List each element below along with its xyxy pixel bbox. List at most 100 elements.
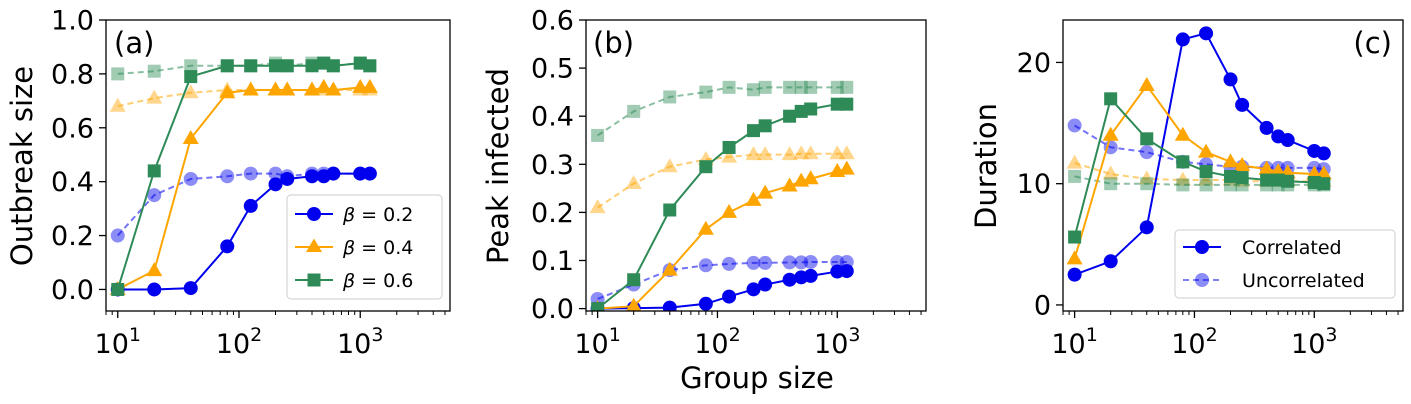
- panel-b-series-2-line: [597, 86, 847, 137]
- panel-b-series-3-point-7: [782, 272, 797, 287]
- legend-correlation: Correlated Uncorrelated: [1174, 229, 1396, 299]
- panel-b-series-3-point-11: [839, 264, 854, 279]
- panel-c-series-4-point-1: [1102, 126, 1119, 141]
- panel-a-series-4-point-6: [279, 81, 296, 96]
- panel-c-series-5: [1068, 92, 1331, 244]
- legend-uncorrelated-marker: [1195, 273, 1209, 287]
- legend-beta-entry-0: β = 0.2: [295, 204, 413, 226]
- panel-c-series-2-point-0: [1068, 169, 1082, 183]
- panel-b-ytick-label-2: 0.2: [531, 198, 574, 229]
- panel-a-series-0-point-0: [110, 228, 125, 243]
- panel-b-series-2: [591, 80, 854, 142]
- panel-b-ytick-label-6: 0.6: [531, 6, 574, 37]
- panel-a-series-0-point-4: [243, 166, 258, 181]
- panel-c-series-2-point-1: [1104, 177, 1118, 191]
- panel-a-series-5: [111, 56, 377, 296]
- panel-c-series-4-point-3: [1174, 126, 1191, 141]
- panel-b-series-3-point-3: [698, 296, 713, 311]
- legend-beta-marker-0: [307, 207, 321, 221]
- panel-c-series-3: [1067, 26, 1331, 282]
- panel-a-xtick-label-2: 103: [337, 324, 383, 360]
- panel-a-ytick-label-3: 0.6: [51, 113, 94, 144]
- panel-b-series-1-point-7: [781, 146, 798, 161]
- legend-beta-value-2: = 0.6: [355, 270, 413, 292]
- legend-beta-label-0: β = 0.2: [342, 204, 413, 226]
- panel-b-series-5-point-3: [699, 160, 713, 174]
- panel-b-series-5-point-5: [747, 124, 761, 138]
- panel-c: 101 102 103 0 10 20 Duration (c) Correlated U…: [969, 19, 1404, 360]
- panel-b-ylabel: Peak infected: [481, 68, 515, 264]
- panel-a-series-3-point-6: [280, 171, 295, 186]
- legend-beta: β = 0.2 β = 0.4 β = 0.6: [286, 194, 443, 300]
- panel-b-series-4-point-1: [626, 297, 642, 311]
- panel-c-series-1-point-3: [1174, 171, 1191, 186]
- legend-beta-symbol-1: β: [342, 237, 355, 259]
- legend-beta-label-1: β = 0.4: [342, 237, 413, 259]
- panel-b-series-4-point-3: [697, 220, 714, 235]
- panel-a-series-4-point-1: [146, 262, 163, 277]
- panel-a: 101 102 103 0.0 0.2 0.4 0.6 0.8 1.0 Outbreak siz…: [5, 6, 451, 360]
- panel-b-series-3-point-9: [803, 268, 818, 283]
- legend-beta-label-2: β = 0.6: [342, 270, 413, 292]
- panel-c-series-2-point-2: [1140, 177, 1154, 191]
- panel-c-series-1-point-4: [1198, 171, 1215, 186]
- panel-a-axes-frame: [105, 19, 451, 312]
- panel-b-series-5-point-4: [722, 140, 736, 154]
- panel-b-series-4-point-2: [661, 261, 678, 276]
- panel-a-ytick-label-1: 0.2: [51, 221, 94, 252]
- panel-a-series-3-point-1: [147, 282, 162, 297]
- panel-c-series-4-point-5: [1222, 153, 1239, 168]
- legend-beta-value-1: = 0.4: [355, 237, 413, 259]
- panel-a-plot-area: [109, 56, 378, 297]
- panel-b-series-2-point-7: [783, 80, 797, 94]
- panel-b-ticks: 101 102 103 0.0 0.1 0.2 0.3 0.4 0.5 0.6: [531, 6, 922, 360]
- panel-b-series-5-point-2: [663, 203, 677, 217]
- panel-a-series-0-point-3: [220, 169, 235, 184]
- legend-beta-marker-2: [307, 273, 321, 287]
- legend-beta-entry-1: β = 0.4: [295, 237, 413, 259]
- panel-b-ytick-label-0: 0.0: [531, 294, 574, 325]
- panel-a-series-4-point-11: [361, 78, 378, 93]
- legend-beta-box: [286, 194, 443, 300]
- panel-c-series-3-point-3: [1175, 32, 1190, 47]
- panel-b-series-5-point-11: [840, 97, 854, 111]
- panel-a-series-2-point-1: [147, 64, 161, 78]
- panel-a-ytick-label-2: 0.4: [51, 167, 94, 198]
- legend-correlated-entry: Correlated: [1183, 237, 1342, 259]
- panel-c-series-3-point-11: [1316, 146, 1331, 161]
- panel-a-series-3-point-5: [268, 177, 283, 192]
- legend-correlated-marker: [1195, 240, 1209, 254]
- panel-a-series-4-point-4: [242, 81, 259, 96]
- panel-c-series-3-point-7: [1259, 120, 1274, 135]
- panel-b-series-0-point-10: [830, 254, 845, 269]
- panel-b-series-4-point-5: [745, 191, 762, 206]
- panel-c-series-5-point-5: [1224, 169, 1238, 183]
- panel-b-series-4-point-6: [757, 184, 774, 199]
- panel-a-series-5-point-3: [220, 59, 234, 73]
- panel-b-series-0-point-4: [722, 256, 737, 271]
- panel-a-series-3-point-2: [183, 281, 198, 296]
- panel-c-label: (c): [1353, 26, 1392, 60]
- panel-c-series-4-point-4: [1198, 143, 1215, 158]
- panel-b-series-3-point-4: [722, 289, 737, 304]
- panel-b-xtick-label-1: 102: [694, 324, 740, 360]
- panel-b-series-4-point-9: [802, 170, 819, 185]
- panel-a-ytick-label-5: 1.0: [51, 6, 94, 37]
- panel-b-series-5: [591, 97, 854, 311]
- panel-b-series-1-point-9: [802, 145, 819, 160]
- legend-beta-value-0: = 0.2: [355, 204, 413, 226]
- panel-a-series-1-point-2: [182, 84, 199, 99]
- panel-c-series-2-point-4: [1199, 178, 1213, 192]
- panel-c-series-1-point-2: [1138, 170, 1155, 185]
- legend-uncorrelated-label: Uncorrelated: [1242, 270, 1365, 292]
- panel-a-series-4-point-8: [315, 78, 332, 93]
- panel-c-axes-frame: [1062, 19, 1404, 312]
- panel-a-series-5-point-2: [184, 70, 198, 84]
- panel-c-series-4-point-6: [1234, 157, 1251, 171]
- panel-c-series-4-point-2: [1138, 76, 1155, 91]
- legend-correlation-box: [1174, 229, 1396, 299]
- panel-c-series-3-point-0: [1067, 267, 1082, 282]
- panel-b-axes-frame: [585, 19, 927, 312]
- panel-c-ytick-label-0: 0: [1034, 290, 1051, 321]
